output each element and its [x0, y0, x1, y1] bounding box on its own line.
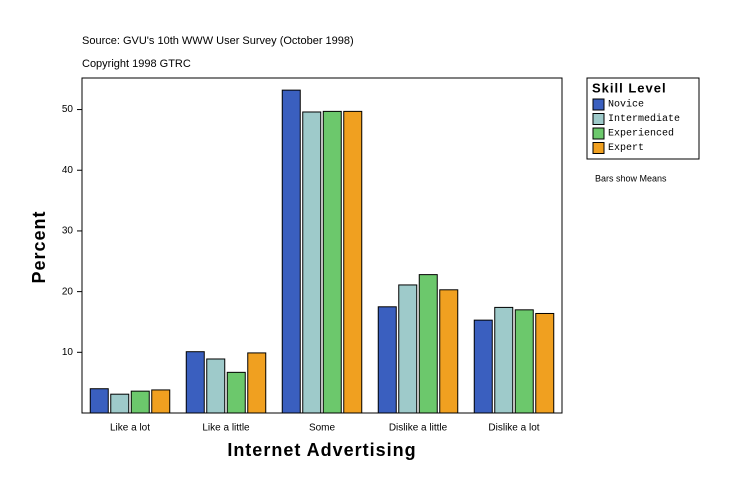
bar [418, 274, 438, 414]
bar [130, 390, 150, 414]
bar [247, 352, 267, 414]
legend-swatch [592, 98, 605, 111]
legend-swatch [592, 113, 605, 125]
bar [151, 389, 171, 414]
y-tick-label: 10 [62, 347, 74, 358]
y-tick-label: 50 [62, 104, 74, 115]
legend-label: Expert [608, 143, 644, 154]
bar [322, 110, 342, 414]
chart-title: Source: GVU's 10th WWW User Survey (Octo… [82, 35, 354, 47]
x-tick-label: Like a lot [110, 423, 150, 434]
bar [302, 111, 322, 414]
bar [377, 306, 397, 414]
legend-title: Skill Level [592, 80, 667, 95]
plot-frame [81, 77, 563, 414]
y-tick-label: 30 [62, 226, 74, 237]
x-axis-label: Internet Advertising [227, 440, 416, 460]
bar [439, 289, 459, 414]
bar [206, 358, 226, 414]
x-tick-label: Dislike a little [389, 423, 448, 434]
legend-box [586, 77, 700, 160]
x-tick-label: Dislike a lot [488, 423, 539, 434]
x-tick-label: Like a little [202, 423, 250, 434]
bar [398, 284, 418, 414]
bar [535, 312, 555, 414]
annotation: Bars show Means [595, 173, 667, 183]
bar [226, 371, 246, 414]
y-tick-label: 40 [62, 165, 74, 176]
legend-label: Novice [608, 99, 644, 111]
x-tick-label: Some [309, 423, 336, 434]
bar [343, 110, 363, 414]
bar [110, 393, 130, 414]
chart-subtitle: Copyright 1998 GTRC [82, 58, 191, 70]
bar [185, 351, 205, 414]
legend-label: Experienced [608, 128, 674, 140]
bar [89, 388, 109, 414]
bar [473, 319, 493, 414]
legend-swatch [592, 127, 605, 140]
bar [494, 306, 514, 414]
legend-label: Intermediate [608, 113, 680, 125]
bar [514, 309, 534, 414]
legend-swatch [592, 142, 605, 154]
y-axis-label: Percent [29, 210, 49, 283]
y-tick-label: 20 [62, 286, 74, 297]
bar [281, 89, 301, 414]
